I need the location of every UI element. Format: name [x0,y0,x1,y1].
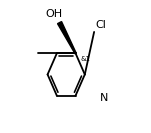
Text: N: N [100,93,108,103]
Text: OH: OH [45,9,62,19]
Text: Cl: Cl [95,20,106,30]
Polygon shape [58,22,76,53]
Text: &1: &1 [80,56,90,62]
